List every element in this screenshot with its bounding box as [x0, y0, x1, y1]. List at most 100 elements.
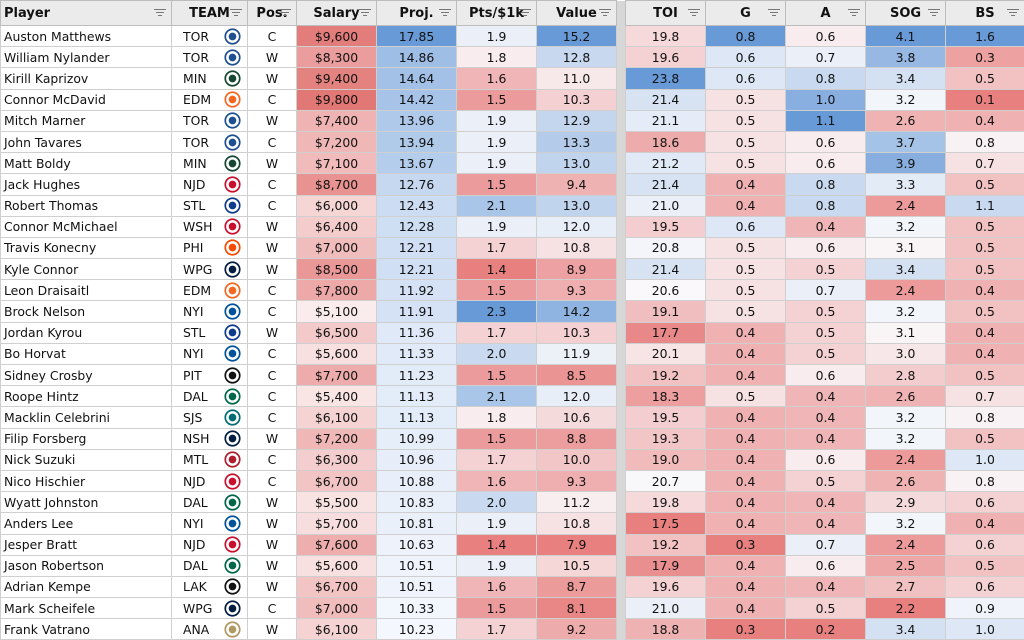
column-header-a[interactable]: A	[785, 0, 866, 26]
column-header-pts[interactable]: Pts/$1k	[456, 0, 537, 26]
player-name-cell[interactable]: Travis Konecny	[0, 236, 172, 260]
table-row[interactable]: Nick Suzuki MTL C $6,300 10.96 1.7 10.0 19.0 0.4…	[0, 448, 1024, 471]
table-row[interactable]: Roope Hintz DAL C $5,400 11.13 2.1 12.0 18.3 0.5…	[0, 385, 1024, 408]
filter-icon[interactable]	[928, 9, 940, 17]
column-header-bs[interactable]: BS	[945, 0, 1024, 26]
table-row[interactable]: Kyle Connor WPG W $8,500 12.21 1.4 8.9 21.4 0.5 0…	[0, 258, 1024, 281]
table-row[interactable]: Mitch Marner TOR W $7,400 13.96 1.9 12.9 21.1 0.…	[0, 109, 1024, 132]
player-name-cell[interactable]: William Nylander	[0, 46, 172, 69]
player-name-cell[interactable]: Connor McMichael	[0, 215, 172, 238]
player-name-cell[interactable]: Anders Lee	[0, 512, 172, 535]
table-row[interactable]: Jack Hughes NJD C $8,700 12.76 1.5 9.4 21.4 0.4 0…	[0, 173, 1024, 196]
filter-icon[interactable]	[768, 9, 780, 17]
table-row[interactable]: Travis Konecny PHI W $7,000 12.21 1.7 10.8 20.8…	[0, 236, 1024, 260]
player-name-cell[interactable]: Roope Hintz	[0, 385, 172, 408]
a-cell: 0.6	[785, 130, 866, 154]
a-cell: 0.6	[785, 448, 866, 471]
table-row[interactable]: Sidney Crosby PIT C $7,700 11.23 1.5 8.5 19.2 0.…	[0, 363, 1024, 387]
table-row[interactable]: Nico Hischier NJD C $6,700 10.88 1.6 9.3 20.7 0.…	[0, 469, 1024, 493]
team-abbr: PIT	[183, 367, 202, 383]
toi-cell: 21.1	[625, 109, 706, 132]
table-row[interactable]: Mark Scheifele WPG C $7,000 10.33 1.5 8.1 21.0 0…	[0, 597, 1024, 620]
table-row[interactable]: Adrian Kempe LAK W $6,700 10.51 1.6 8.7 19.6 0.4…	[0, 575, 1024, 599]
column-header-sog[interactable]: SOG	[865, 0, 946, 26]
player-name-cell[interactable]: Frank Vatrano	[0, 618, 172, 640]
table-row[interactable]: Frank Vatrano ANA W $6,100 10.23 1.7 9.2 18.8 0.…	[0, 618, 1024, 640]
pts-cell: 1.6	[456, 575, 537, 599]
player-name-cell[interactable]: Jordan Kyrou	[0, 321, 172, 344]
player-name-cell[interactable]: Adrian Kempe	[0, 575, 172, 599]
column-header-player[interactable]: Player	[0, 0, 172, 26]
player-name-cell[interactable]: Mitch Marner	[0, 109, 172, 132]
team-cell: NYI	[171, 342, 248, 366]
filter-icon[interactable]	[599, 9, 611, 17]
table-row[interactable]: Auston Matthews TOR C $9,600 17.85 1.9 15.2 19.…	[0, 24, 1024, 48]
column-separator	[616, 512, 626, 534]
filter-icon[interactable]	[154, 9, 166, 17]
table-row[interactable]: William Nylander TOR W $8,300 14.86 1.8 12.8 19…	[0, 46, 1024, 69]
filter-icon[interactable]	[1007, 9, 1019, 17]
column-header-g[interactable]: G	[705, 0, 786, 26]
player-name-cell[interactable]: Macklin Celebrini	[0, 406, 172, 429]
player-name-cell[interactable]: Nick Suzuki	[0, 448, 172, 471]
filter-icon[interactable]	[519, 9, 531, 17]
table-row[interactable]: Leon Draisaitl EDM C $7,800 11.92 1.5 9.3 20.6 0…	[0, 279, 1024, 302]
filter-icon[interactable]	[439, 9, 451, 17]
player-name-cell[interactable]: Jason Robertson	[0, 554, 172, 577]
table-row[interactable]: Filip Forsberg NSH W $7,200 10.99 1.5 8.8 19.3 0…	[0, 427, 1024, 450]
table-row[interactable]: Wyatt Johnston DAL W $5,500 10.83 2.0 11.2 19.8…	[0, 491, 1024, 514]
player-name-cell[interactable]: Wyatt Johnston	[0, 491, 172, 514]
column-header-value[interactable]: Value	[536, 0, 617, 26]
sog-cell: 2.8	[865, 363, 946, 387]
filter-icon[interactable]	[359, 9, 371, 17]
table-row[interactable]: Bo Horvat NYI C $5,600 11.33 2.0 11.9 20.1 0.4 0.…	[0, 342, 1024, 366]
player-name-cell[interactable]: Nico Hischier	[0, 469, 172, 493]
player-name-cell[interactable]: Sidney Crosby	[0, 363, 172, 387]
player-name-cell[interactable]: John Tavares	[0, 130, 172, 154]
player-name-cell[interactable]: Matt Boldy	[0, 152, 172, 175]
player-name-cell[interactable]: Jack Hughes	[0, 173, 172, 196]
table-row[interactable]: Kirill Kaprizov MIN W $9,400 14.64 1.6 11.0 23.…	[0, 67, 1024, 90]
table-row[interactable]: John Tavares TOR C $7,200 13.94 1.9 13.3 18.6 0.…	[0, 130, 1024, 154]
column-header-toi[interactable]: TOI	[625, 0, 706, 26]
column-header-salary[interactable]: Salary	[296, 0, 377, 26]
table-row[interactable]: Jordan Kyrou STL W $6,500 11.36 1.7 10.3 17.7 0.…	[0, 321, 1024, 344]
player-name-cell[interactable]: Auston Matthews	[0, 24, 172, 48]
player-name-cell[interactable]: Kyle Connor	[0, 258, 172, 281]
pts-cell: 2.1	[456, 385, 537, 408]
player-name-cell[interactable]: Bo Horvat	[0, 342, 172, 366]
toi-cell: 20.7	[625, 469, 706, 493]
player-name-cell[interactable]: Mark Scheifele	[0, 597, 172, 620]
table-header: Player TEAM Pos. Salary Proj. Pts/$1k Va…	[0, 0, 1024, 26]
table-row[interactable]: Matt Boldy MIN W $7,100 13.67 1.9 13.0 21.2 0.5 0…	[0, 152, 1024, 175]
filter-icon[interactable]	[230, 9, 242, 17]
player-name-cell[interactable]: Jesper Bratt	[0, 533, 172, 556]
table-row[interactable]: Robert Thomas STL C $6,000 12.43 2.1 13.0 21.0 0…	[0, 194, 1024, 217]
table-row[interactable]: Connor McDavid EDM C $9,800 14.42 1.5 10.3 21.4…	[0, 88, 1024, 111]
table-row[interactable]: Anders Lee NYI W $5,700 10.81 1.9 10.8 17.5 0.4 0…	[0, 512, 1024, 535]
player-name-cell[interactable]: Leon Draisaitl	[0, 279, 172, 302]
table-row[interactable]: Connor McMichael WSH W $6,400 12.28 1.9 12.0 19…	[0, 215, 1024, 238]
player-name-cell[interactable]: Filip Forsberg	[0, 427, 172, 450]
team-cell: DAL	[171, 554, 248, 577]
team-abbr: MIN	[183, 155, 207, 171]
toi-cell: 18.8	[625, 618, 706, 640]
filter-icon[interactable]	[688, 9, 700, 17]
player-name-cell[interactable]: Connor McDavid	[0, 88, 172, 111]
filter-icon[interactable]	[848, 9, 860, 17]
column-header-proj[interactable]: Proj.	[376, 0, 457, 26]
filter-icon[interactable]	[279, 9, 291, 17]
table-row[interactable]: Macklin Celebrini SJS C $6,100 11.13 1.8 10.6 1…	[0, 406, 1024, 429]
table-row[interactable]: Jesper Bratt NJD W $7,600 10.63 1.4 7.9 19.2 0.3…	[0, 533, 1024, 556]
column-header-pos[interactable]: Pos.	[247, 0, 297, 26]
table-row[interactable]: Brock Nelson NYI C $5,100 11.91 2.3 14.2 19.1 0.…	[0, 300, 1024, 323]
column-header-team[interactable]: TEAM	[171, 0, 248, 26]
player-name-cell[interactable]: Brock Nelson	[0, 300, 172, 323]
g-cell: 0.5	[705, 279, 786, 302]
sog-cell: 2.4	[865, 448, 946, 471]
pts-cell: 1.9	[456, 152, 537, 175]
team-logo-icon	[224, 112, 241, 129]
player-name-cell[interactable]: Robert Thomas	[0, 194, 172, 217]
table-row[interactable]: Jason Robertson DAL W $5,600 10.51 1.9 10.5 17.…	[0, 554, 1024, 577]
player-name-cell[interactable]: Kirill Kaprizov	[0, 67, 172, 90]
